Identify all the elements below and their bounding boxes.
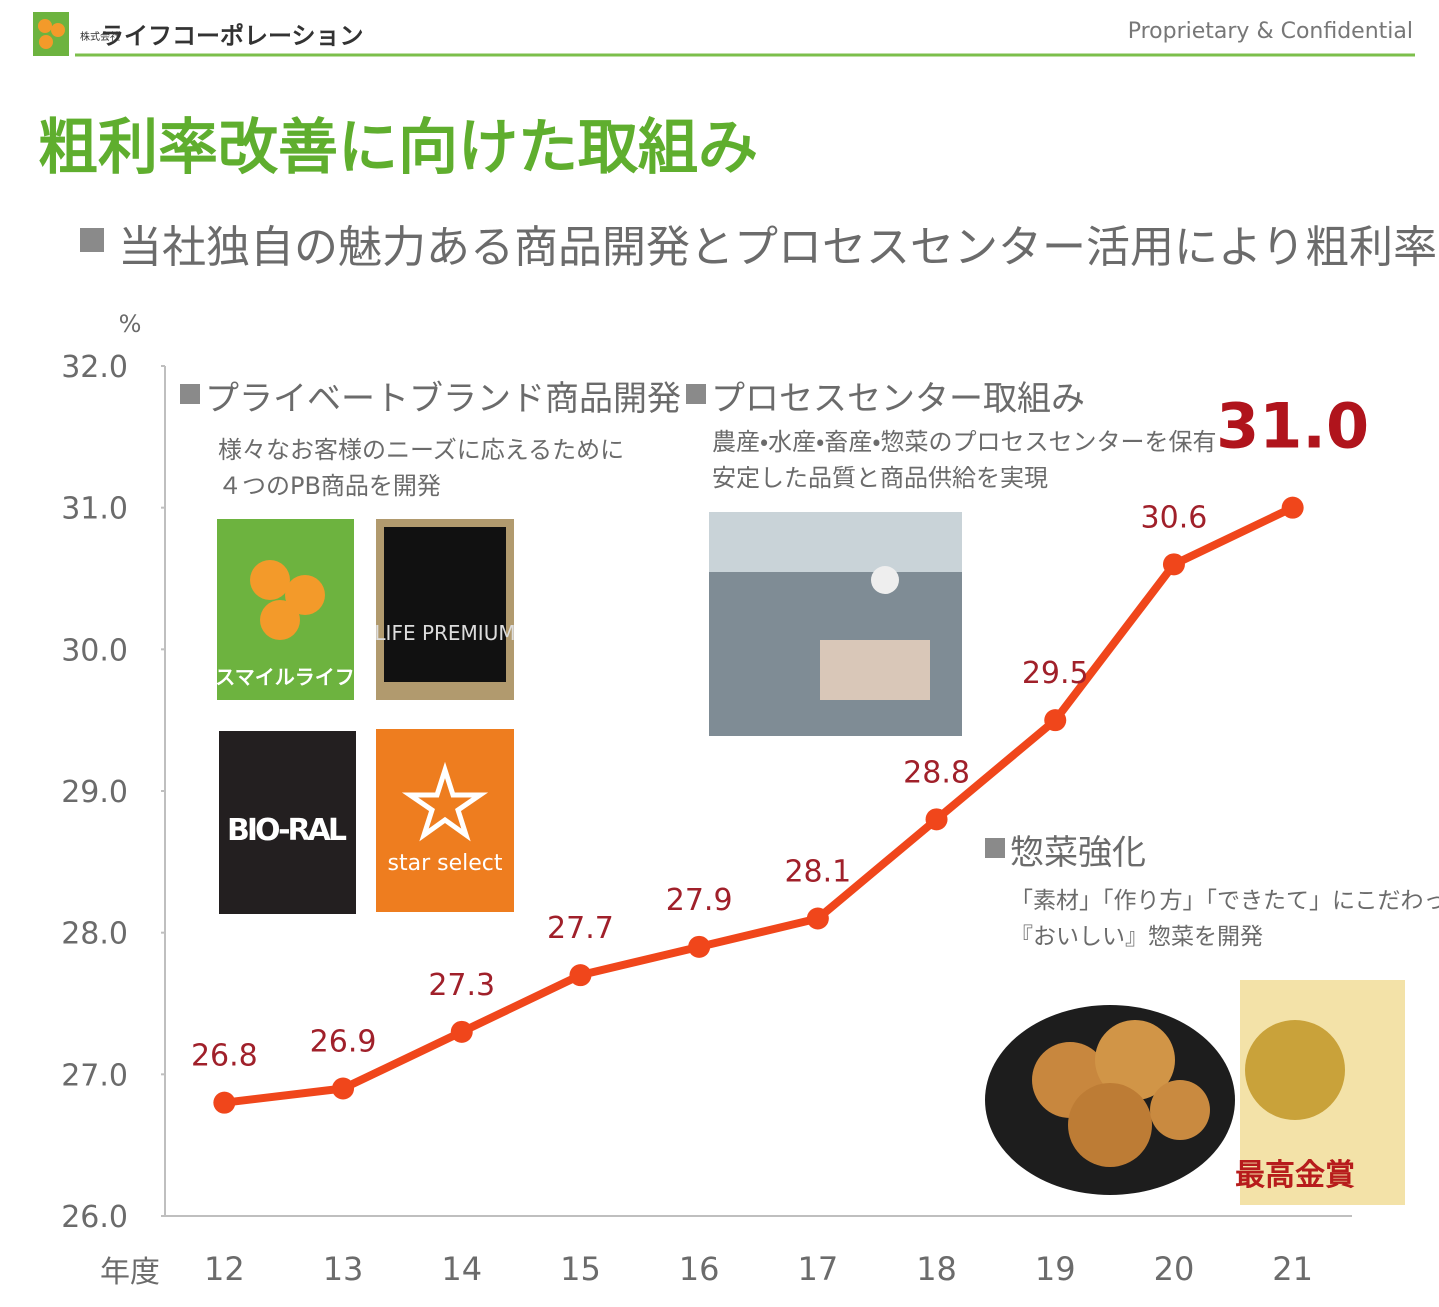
confidential: Proprietary & Confidential xyxy=(1128,19,1413,44)
factory-photo-worker xyxy=(871,566,899,594)
y-tick-label: 26.0 xyxy=(61,1200,128,1235)
factory-photo-ceiling xyxy=(709,512,962,572)
bullet xyxy=(686,384,706,404)
panel-text: 『おいしい』惣菜を開発 xyxy=(1010,924,1263,950)
data-point xyxy=(1281,496,1304,519)
star xyxy=(401,761,489,842)
data-label: 26.8 xyxy=(191,1039,258,1074)
food xyxy=(1068,1083,1152,1167)
company-name: ライフコーポレーション xyxy=(100,22,364,50)
food xyxy=(1150,1080,1210,1140)
bullet xyxy=(985,838,1005,858)
brand-name: LIFE PREMIUM xyxy=(374,621,515,645)
y-tick-label: 27.0 xyxy=(61,1058,128,1093)
y-tick-label: 29.0 xyxy=(61,775,128,810)
data-point xyxy=(688,935,711,958)
x-tick-label: 21 xyxy=(1272,1250,1313,1288)
x-tick-label: 13 xyxy=(323,1250,364,1288)
data-label-highlight: 31.0 xyxy=(1216,390,1369,463)
panel-heading: プライベートブランド商品開発 xyxy=(205,379,681,419)
x-tick-label: 14 xyxy=(441,1250,482,1288)
factory-photo-table xyxy=(820,640,930,700)
logo-leaf xyxy=(39,35,53,49)
x-tick-label: 12 xyxy=(204,1250,245,1288)
y-tick-label: 28.0 xyxy=(61,917,128,952)
slide-title: 粗利率改善に向けた取組み xyxy=(38,113,758,183)
subtitle: 当社独自の魅力ある商品開発とプロセスセンター活用により粗利率向上 xyxy=(118,222,1439,273)
data-point xyxy=(806,907,829,930)
x-tick-label: 18 xyxy=(916,1250,957,1288)
data-point xyxy=(1044,709,1067,732)
panel-text: ４つのPB商品を開発 xyxy=(218,472,441,500)
logo-leaf xyxy=(51,23,65,37)
data-point xyxy=(213,1091,236,1114)
bullet xyxy=(180,384,200,404)
award-text: 最高金賞 xyxy=(1235,1158,1355,1193)
data-point xyxy=(1162,553,1185,576)
brand-logo-inner xyxy=(384,527,506,682)
brand-name: star select xyxy=(388,851,503,876)
bullet xyxy=(80,228,104,252)
y-tick-label: 31.0 xyxy=(61,492,128,527)
y-tick-label: 32.0 xyxy=(61,350,128,385)
data-label: 27.3 xyxy=(428,968,495,1003)
brand-logo xyxy=(219,731,356,914)
x-tick-label: 19 xyxy=(1035,1250,1076,1288)
logo-leaf xyxy=(250,560,290,600)
logo-leaf xyxy=(285,575,325,615)
brand-name: BIO-RAL xyxy=(227,813,347,848)
panel-text: 様々なお客様のニーズに応えるために xyxy=(218,436,624,464)
logo-leaf xyxy=(260,600,300,640)
data-line xyxy=(223,504,1295,1107)
x-tick-label: 15 xyxy=(560,1250,601,1288)
data-point xyxy=(450,1020,473,1043)
data-label: 27.9 xyxy=(666,883,733,918)
data-label: 27.7 xyxy=(547,911,614,946)
panel-text: 農産・水産・畜産・惣菜のプロセスセンターを保有 xyxy=(712,428,1216,456)
data-point xyxy=(569,964,592,987)
panel-heading: 惣菜強化 xyxy=(1010,833,1146,873)
data-label: 30.6 xyxy=(1141,500,1208,535)
logo-leaf xyxy=(38,19,52,33)
data-label: 28.1 xyxy=(784,855,851,890)
data-label: 26.9 xyxy=(310,1025,377,1060)
x-tick-label: 17 xyxy=(797,1250,838,1288)
brand-name: スマイルライフ xyxy=(215,665,354,689)
food xyxy=(1095,1020,1175,1100)
x-tick-label: 16 xyxy=(679,1250,720,1288)
data-point xyxy=(925,808,948,831)
data-label: 28.8 xyxy=(903,755,970,790)
x-tick-label: 20 xyxy=(1154,1250,1195,1288)
data-point xyxy=(332,1077,355,1100)
panel-text: 「素材」「作り方」「できたて」にこだわって xyxy=(1010,888,1439,914)
data-label: 29.5 xyxy=(1022,656,1089,691)
panel-text: 安定した品質と商品供給を実現 xyxy=(712,464,1048,492)
company-prefix: 株式会社 xyxy=(80,30,120,43)
y-unit: % xyxy=(119,310,142,338)
plot: 26.0 27.0 28.0 29.0 30.0 31.0 32.0 12 13 14 15 16 17… xyxy=(61,350,1369,1288)
award-medal xyxy=(1245,1020,1345,1120)
x-axis-label: 年度 xyxy=(100,1255,160,1290)
panel-heading: プロセスセンター取組み xyxy=(711,379,1085,419)
y-tick-label: 30.0 xyxy=(61,633,128,668)
